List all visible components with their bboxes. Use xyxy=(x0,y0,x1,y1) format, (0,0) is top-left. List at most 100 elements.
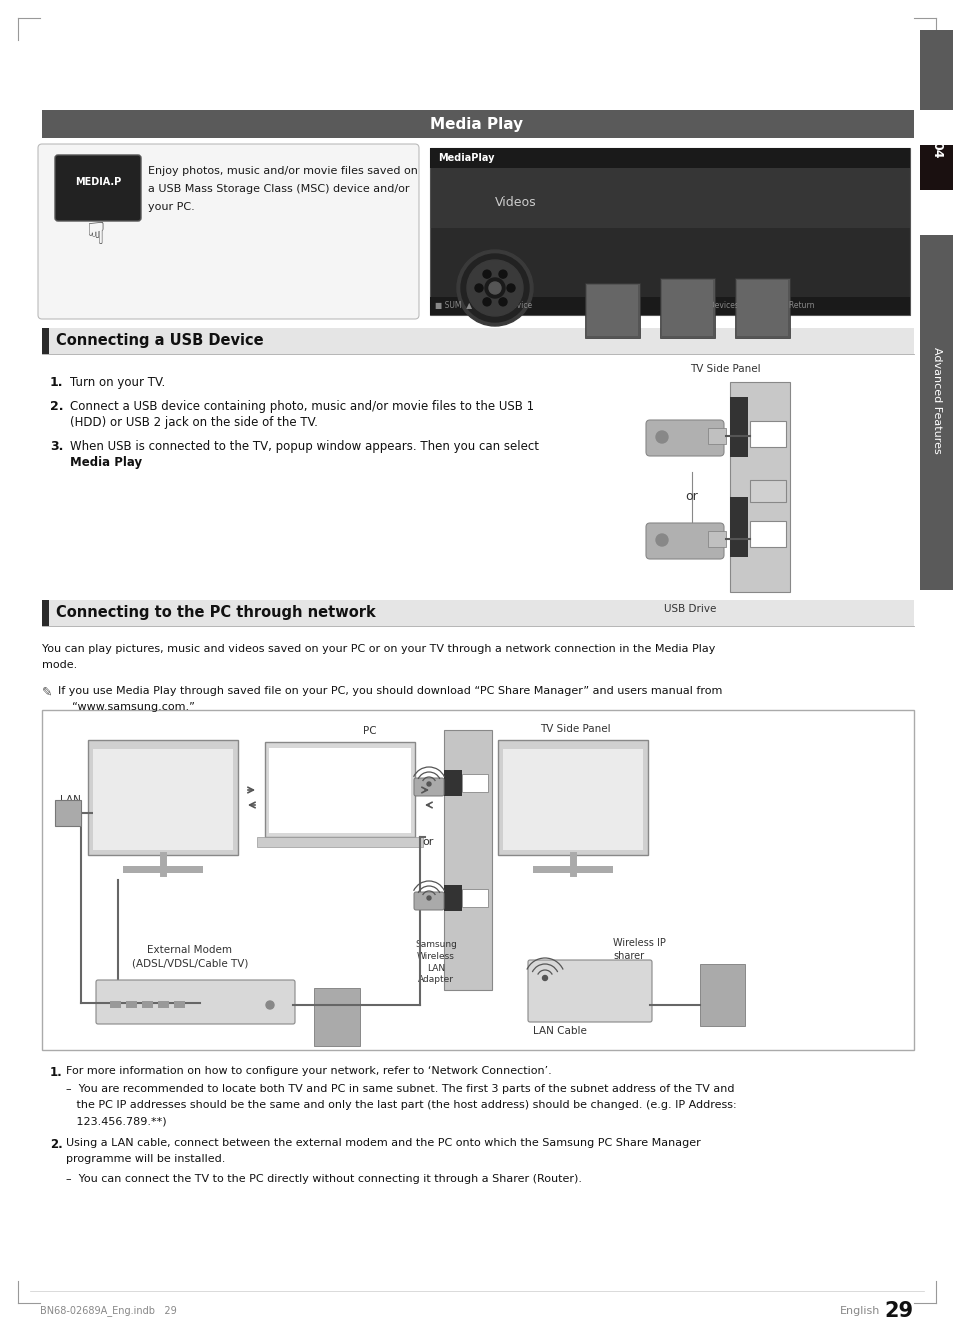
Bar xyxy=(729,382,789,592)
Text: 04: 04 xyxy=(929,141,943,159)
Bar xyxy=(88,740,237,855)
Text: ☟: ☟ xyxy=(87,221,105,250)
Bar xyxy=(737,280,787,336)
Bar xyxy=(123,867,203,873)
Text: MediaPlay: MediaPlay xyxy=(437,153,494,162)
Text: If you use Media Play through saved file on your PC, you should download “PC Sha: If you use Media Play through saved file… xyxy=(58,686,721,696)
Text: TV Side Panel: TV Side Panel xyxy=(539,724,610,734)
FancyBboxPatch shape xyxy=(527,960,651,1022)
Bar xyxy=(749,480,785,502)
Bar xyxy=(729,497,747,557)
Bar xyxy=(110,1001,121,1008)
Text: For more information on how to configure your network, refer to ‘Network Connect: For more information on how to configure… xyxy=(66,1066,551,1077)
Circle shape xyxy=(266,1001,274,1009)
Circle shape xyxy=(427,782,431,786)
Bar xyxy=(55,801,81,826)
Text: Media Play: Media Play xyxy=(70,456,142,469)
Bar xyxy=(502,749,642,849)
Text: Wireless IP
sharer: Wireless IP sharer xyxy=(613,938,665,962)
Bar xyxy=(430,148,909,314)
Bar xyxy=(42,709,913,1050)
Text: LAN: LAN xyxy=(60,795,81,804)
Text: Connecting to the PC through network: Connecting to the PC through network xyxy=(56,605,375,621)
Text: ■ SUM  ▲ Change Device: ■ SUM ▲ Change Device xyxy=(435,301,532,310)
Text: Advanced Features: Advanced Features xyxy=(931,346,941,453)
Text: “www.samsung.com.”: “www.samsung.com.” xyxy=(58,701,194,712)
FancyBboxPatch shape xyxy=(645,420,723,456)
Bar xyxy=(42,110,913,137)
Text: 3.: 3. xyxy=(50,440,63,453)
Bar xyxy=(461,774,488,793)
Circle shape xyxy=(498,297,506,306)
Bar xyxy=(586,285,638,336)
Text: –  You can connect the TV to the PC directly without connecting it through a Sha: – You can connect the TV to the PC direc… xyxy=(66,1174,581,1184)
Bar xyxy=(443,770,461,797)
Circle shape xyxy=(656,534,667,546)
Text: your PC.: your PC. xyxy=(148,202,194,211)
Bar xyxy=(659,277,714,338)
FancyBboxPatch shape xyxy=(55,155,141,221)
FancyBboxPatch shape xyxy=(414,778,443,797)
FancyBboxPatch shape xyxy=(414,892,443,910)
Text: LAN Cable: LAN Cable xyxy=(533,1026,586,1036)
Text: a USB Mass Storage Class (MSC) device and/or: a USB Mass Storage Class (MSC) device an… xyxy=(148,184,409,194)
Bar xyxy=(461,889,488,908)
Circle shape xyxy=(542,975,547,980)
FancyBboxPatch shape xyxy=(96,980,294,1024)
Bar xyxy=(443,731,492,989)
Text: ✎: ✎ xyxy=(42,686,52,699)
Text: Samsung
Wireless
LAN
Adapter: Samsung Wireless LAN Adapter xyxy=(415,941,456,984)
FancyBboxPatch shape xyxy=(38,144,418,318)
FancyBboxPatch shape xyxy=(645,523,723,559)
Text: 2.: 2. xyxy=(50,1137,63,1151)
Bar xyxy=(707,428,725,444)
Circle shape xyxy=(467,260,522,316)
Bar xyxy=(729,398,747,457)
Bar xyxy=(256,838,422,847)
Bar xyxy=(497,740,647,855)
Text: D View Devices   ↵ Enter  ↩ Return: D View Devices ↵ Enter ↩ Return xyxy=(679,301,814,310)
Text: or: or xyxy=(685,490,698,503)
Text: 2.: 2. xyxy=(50,400,64,413)
Text: 1.: 1. xyxy=(50,1066,63,1079)
Bar xyxy=(142,1001,152,1008)
Text: English: English xyxy=(840,1306,880,1316)
Text: Videos: Videos xyxy=(495,197,536,210)
Circle shape xyxy=(482,269,491,279)
Circle shape xyxy=(456,250,533,326)
Text: 123.456.789.**): 123.456.789.**) xyxy=(66,1116,167,1125)
Bar xyxy=(42,600,49,626)
Circle shape xyxy=(498,269,506,279)
Circle shape xyxy=(460,254,529,322)
Bar xyxy=(92,749,233,849)
Bar xyxy=(749,421,785,446)
Text: When USB is connected to the TV, popup window appears. Then you can select: When USB is connected to the TV, popup w… xyxy=(70,440,538,453)
Bar xyxy=(173,1001,185,1008)
Circle shape xyxy=(656,431,667,443)
Text: programme will be installed.: programme will be installed. xyxy=(66,1155,225,1164)
Text: MEDIA.P: MEDIA.P xyxy=(74,177,121,188)
Bar xyxy=(443,885,461,911)
Text: (HDD) or USB 2 jack on the side of the TV.: (HDD) or USB 2 jack on the side of the T… xyxy=(70,416,317,429)
Text: BN68-02689A_Eng.indb   29: BN68-02689A_Eng.indb 29 xyxy=(40,1305,176,1317)
Text: USB Drive: USB Drive xyxy=(663,604,716,614)
Text: 1.: 1. xyxy=(50,376,64,388)
Text: You can play pictures, music and videos saved on your PC or on your TV through a: You can play pictures, music and videos … xyxy=(42,645,715,654)
Bar xyxy=(430,297,909,314)
Bar xyxy=(919,235,953,590)
Bar xyxy=(734,277,789,338)
Text: Connect a USB device containing photo, music and/or movie files to the USB 1: Connect a USB device containing photo, m… xyxy=(70,400,534,413)
Bar xyxy=(707,531,725,547)
Circle shape xyxy=(427,896,431,900)
Bar xyxy=(430,148,909,168)
Bar xyxy=(42,328,49,354)
Text: or: or xyxy=(422,838,434,847)
Circle shape xyxy=(489,281,500,295)
Bar xyxy=(265,742,415,838)
Bar xyxy=(42,328,913,354)
Text: Media Play: Media Play xyxy=(430,116,523,132)
Text: Enjoy photos, music and/or movie files saved on: Enjoy photos, music and/or movie files s… xyxy=(148,166,417,176)
Circle shape xyxy=(482,297,491,306)
Circle shape xyxy=(506,284,515,292)
Bar xyxy=(126,1001,137,1008)
